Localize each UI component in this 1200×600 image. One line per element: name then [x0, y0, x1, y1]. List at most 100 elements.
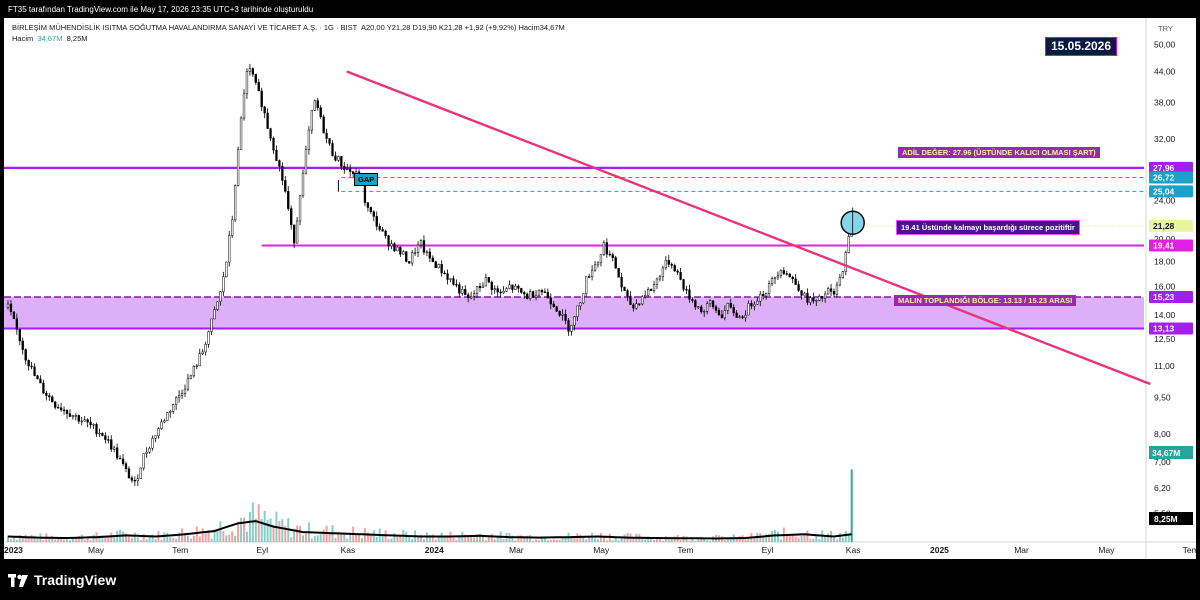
candle-body	[549, 297, 552, 305]
candle-body	[461, 289, 464, 294]
volume-bar	[15, 539, 18, 542]
volume-bar	[57, 537, 60, 542]
gap-note[interactable]: GAP	[354, 173, 379, 186]
volume-bar	[653, 540, 656, 542]
price-chart-svg[interactable]: 50,0044,0038,0032,0028,0024,0020,0018,00…	[4, 18, 1196, 559]
volume-bar	[142, 533, 145, 542]
candle-body	[402, 251, 405, 255]
volume-bar	[127, 536, 130, 542]
volume-bar	[130, 537, 133, 542]
candle-body	[706, 303, 709, 312]
candle-body	[779, 270, 783, 277]
volume-bar	[77, 536, 80, 542]
candle-body	[425, 251, 429, 253]
candle-body	[192, 366, 195, 377]
candle-body	[413, 252, 417, 254]
candle-body	[157, 428, 160, 436]
y-tick-label: 12,50	[1154, 334, 1176, 344]
candle-body	[39, 378, 42, 384]
volume-bar	[691, 538, 694, 542]
volume-bar	[393, 533, 396, 542]
candle-body	[697, 306, 700, 308]
candle-body	[6, 303, 10, 308]
chart-panel[interactable]: 50,0044,0038,0032,0028,0024,0020,0018,00…	[4, 18, 1196, 559]
x-tick-label: May	[1098, 545, 1115, 555]
volume-bar	[768, 534, 771, 542]
volume-bar	[355, 533, 358, 542]
volume-bar	[422, 539, 425, 542]
candle-body	[225, 261, 228, 278]
support-note[interactable]: 19.41 Üstünde kalmayı başardığı sürece p…	[896, 220, 1080, 235]
candle-body	[74, 415, 77, 417]
volume-bar	[532, 540, 535, 542]
price-badge	[1149, 185, 1193, 198]
volume-bar	[319, 534, 322, 542]
volume-bar	[21, 537, 24, 542]
volume-bar	[207, 530, 210, 542]
y-tick-label: 9,50	[1154, 392, 1171, 402]
price-badge-label: 13,13	[1153, 324, 1175, 334]
volume-bar	[735, 539, 738, 542]
volume-bar	[101, 536, 104, 542]
candle-body	[59, 407, 63, 411]
candle-body	[242, 93, 246, 119]
volume-bar	[455, 539, 458, 542]
candle-body	[434, 261, 437, 269]
volume-bar	[514, 540, 517, 542]
x-tick-label: Eyl	[762, 545, 774, 555]
volume-bar	[697, 539, 700, 542]
candle-body	[481, 285, 485, 289]
candle-body	[416, 244, 420, 253]
volume-bar	[222, 531, 225, 542]
y-tick-label: 16,00	[1154, 282, 1176, 292]
volume-bar	[42, 539, 45, 542]
candle-body	[284, 180, 287, 192]
candle-body	[183, 388, 187, 394]
volume-bar	[747, 538, 750, 542]
candle-body	[231, 219, 234, 236]
candle-body	[248, 68, 252, 72]
date-annotation[interactable]: 15.05.2026	[1045, 37, 1117, 56]
accumulation-zone-note[interactable]: MALIN TOPLANDIĞI BÖLGE: 13.13 / 15.23 AR…	[894, 295, 1077, 306]
volume-bar	[561, 537, 564, 542]
candle-body	[794, 278, 797, 285]
candle-body	[163, 420, 166, 423]
volume-bar	[605, 540, 608, 542]
volume-bar	[86, 536, 89, 542]
candle-body	[717, 309, 721, 315]
candle-body	[803, 293, 806, 296]
candle-body	[110, 439, 113, 450]
x-tick-label: Kas	[341, 545, 356, 555]
fair-value-note[interactable]: ADİL DEĞER: 27.96 (ÜSTÜNDE KALICI OLMASI…	[898, 147, 1100, 158]
candle-body	[593, 264, 597, 271]
candle-body	[113, 447, 116, 450]
candle-body	[791, 276, 794, 280]
volume-bar	[358, 534, 361, 542]
volume-bar	[517, 535, 520, 542]
volume-bar	[110, 532, 113, 542]
volume-bar	[372, 530, 375, 542]
candle-body	[95, 424, 98, 435]
volume-bar	[558, 539, 561, 542]
candle-body	[331, 143, 334, 157]
volume-bar	[145, 539, 148, 542]
candle-body	[561, 314, 564, 316]
candle-body	[555, 306, 558, 312]
candle-body	[708, 300, 712, 305]
candle-body	[180, 393, 184, 396]
volume-bar	[225, 535, 228, 542]
ohlc-values: A20,00 Y21,28 D19,90 K21,28 +1,92 (+9,92…	[360, 23, 565, 32]
candle-body	[614, 257, 617, 269]
candle-body	[222, 276, 225, 292]
candle-body	[540, 290, 544, 293]
volume-bar	[122, 531, 125, 542]
candle-body	[776, 275, 780, 278]
tradingview-logo[interactable]: TradingView	[8, 572, 116, 588]
candle-body	[207, 331, 210, 345]
volume-bar	[431, 534, 434, 542]
candle-body	[588, 276, 591, 278]
candle-body	[711, 300, 715, 307]
candle-body	[537, 290, 541, 296]
volume-bar	[487, 535, 490, 542]
volume-bar	[263, 510, 266, 542]
